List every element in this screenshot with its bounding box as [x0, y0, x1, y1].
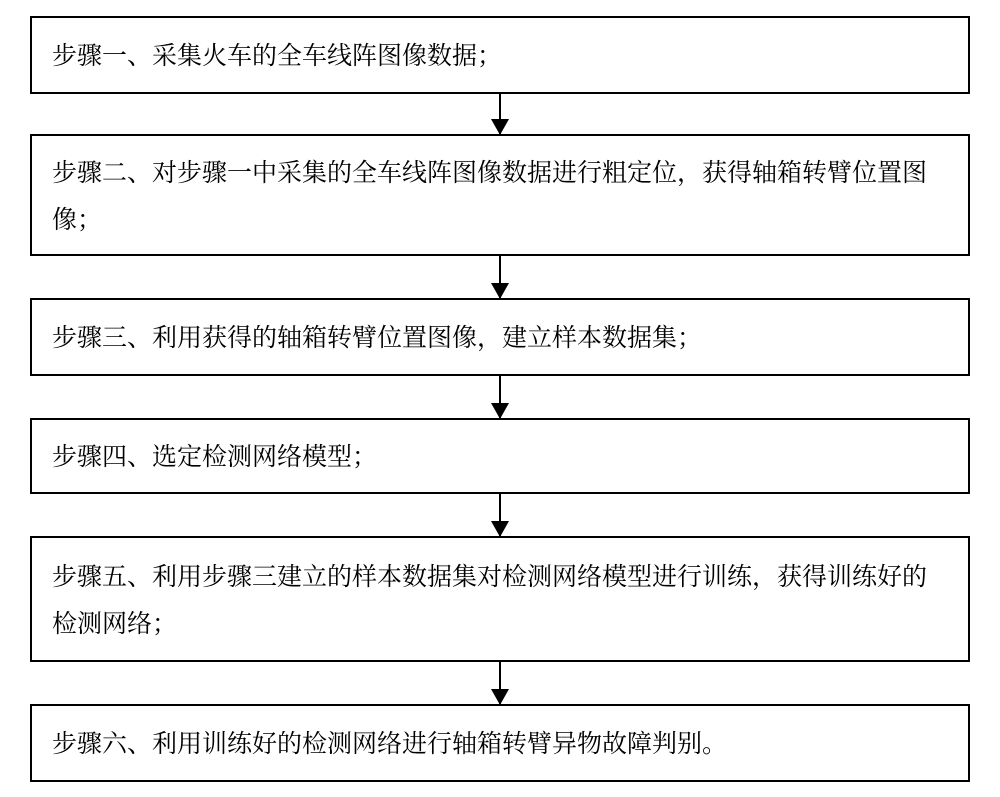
- step-box-4: 步骤四、选定检测网络模型；: [30, 418, 970, 494]
- step-text-2: 步骤二、对步骤一中采集的全车线阵图像数据进行粗定位，获得轴箱转臂位置图像；: [52, 148, 948, 243]
- flowchart-canvas: 步骤一、采集火车的全车线阵图像数据； 步骤二、对步骤一中采集的全车线阵图像数据进…: [0, 0, 1000, 797]
- step-box-6: 步骤六、利用训练好的检测网络进行轴箱转臂异物故障判别。: [30, 704, 970, 782]
- step-box-1: 步骤一、采集火车的全车线阵图像数据；: [30, 16, 970, 94]
- arrow-4-5: [499, 494, 501, 536]
- arrow-5-6: [499, 662, 501, 704]
- step-text-3: 步骤三、利用获得的轴箱转臂位置图像，建立样本数据集；: [52, 313, 702, 361]
- step-box-2: 步骤二、对步骤一中采集的全车线阵图像数据进行粗定位，获得轴箱转臂位置图像；: [30, 134, 970, 256]
- arrow-1-2: [499, 94, 501, 134]
- step-text-5: 步骤五、利用步骤三建立的样本数据集对检测网络模型进行训练，获得训练好的检测网络；: [52, 552, 948, 647]
- step-text-4: 步骤四、选定检测网络模型；: [52, 432, 377, 480]
- step-text-6: 步骤六、利用训练好的检测网络进行轴箱转臂异物故障判别。: [52, 719, 727, 767]
- arrow-3-4: [499, 376, 501, 418]
- step-box-3: 步骤三、利用获得的轴箱转臂位置图像，建立样本数据集；: [30, 298, 970, 376]
- arrow-2-3: [499, 256, 501, 298]
- step-text-1: 步骤一、采集火车的全车线阵图像数据；: [52, 31, 502, 79]
- step-box-5: 步骤五、利用步骤三建立的样本数据集对检测网络模型进行训练，获得训练好的检测网络；: [30, 536, 970, 662]
